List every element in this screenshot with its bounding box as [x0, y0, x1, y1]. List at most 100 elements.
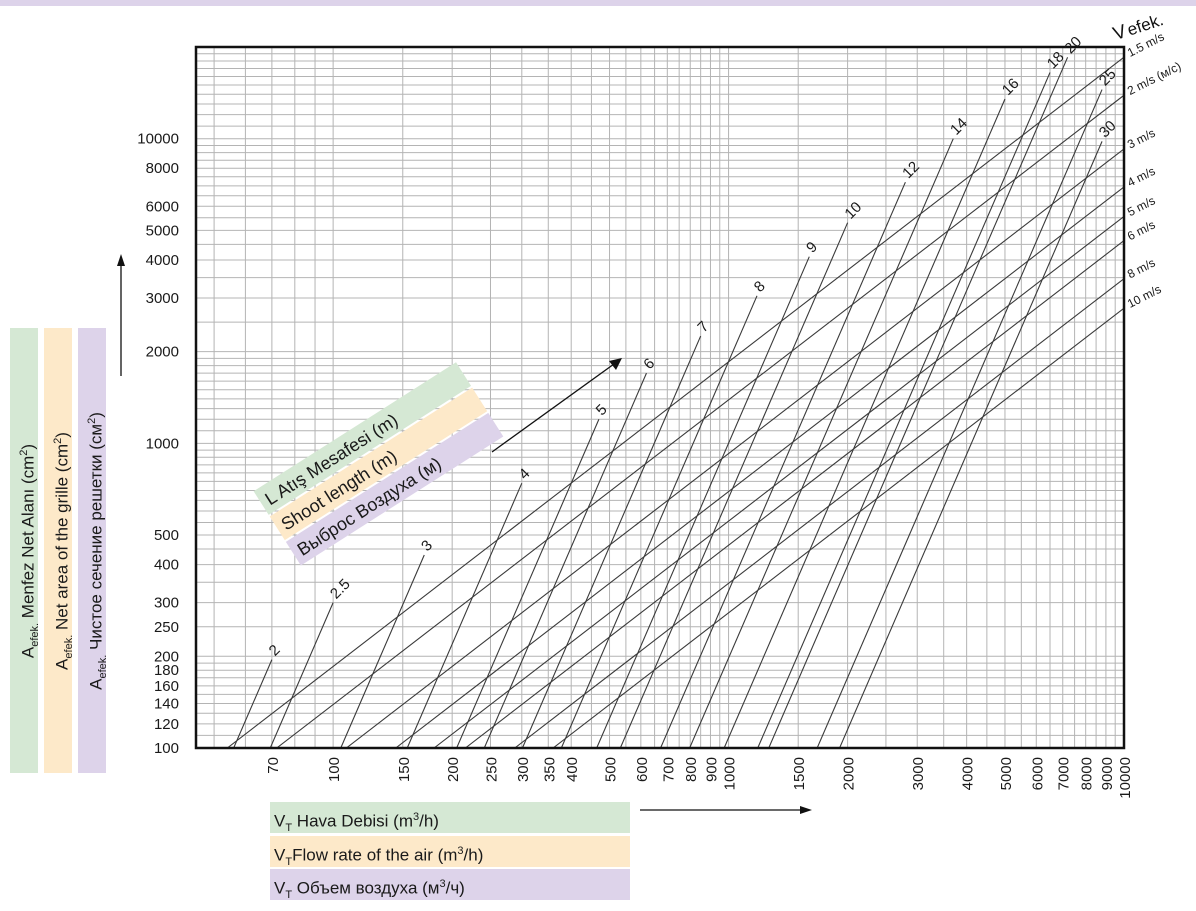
x-tick-label: 1000: [722, 757, 739, 790]
shoot-line: [839, 141, 1103, 748]
y-tick-label: 6000: [146, 198, 179, 215]
y-tick-label: 120: [154, 716, 179, 733]
x-tick-label: 2000: [841, 757, 858, 790]
velocity-label: 6 m/s: [1125, 217, 1158, 243]
x-tick-label: 9000: [1099, 757, 1116, 790]
x-axis-arrow: [640, 806, 812, 814]
shoot-line: [406, 482, 523, 748]
y-tick-label: 3000: [146, 290, 179, 307]
shoot-line-label: 8: [751, 278, 769, 296]
y-axis-arrow: [117, 254, 125, 376]
x-tick-label: 700: [660, 757, 677, 782]
y-tick-label: 100: [154, 740, 179, 757]
velocity-label: 5 m/s: [1125, 193, 1158, 219]
y-tick-label: 250: [154, 619, 179, 636]
shoot-band-purple: [285, 412, 504, 566]
x-tick-label: 250: [483, 757, 500, 782]
shoot-line-label: 4: [516, 465, 534, 483]
y-tick-label: 500: [154, 527, 179, 544]
y-label-en: Aefek. Net area of the grille (cm2): [44, 328, 75, 773]
y-tick-label: 1000: [146, 435, 179, 452]
tick-labels: 70 100 150 200 250 300 350 400 500 600 700 800 900 10…: [137, 131, 1134, 799]
shoot-line: [269, 602, 334, 748]
x-tick-label: 100: [326, 757, 343, 782]
y-tick-label: 10000: [137, 131, 179, 148]
shoot-line: [483, 372, 647, 748]
y-tick-label: 4000: [146, 252, 179, 269]
y-tick-label: 5000: [146, 222, 179, 239]
x-tick-label: 350: [541, 757, 558, 782]
velocity-line: [346, 148, 1124, 748]
shoot-line-label: 25: [1096, 66, 1120, 90]
shoot-line-label: 5: [593, 401, 611, 419]
shoot-line: [560, 295, 758, 748]
y-tick-label: 400: [154, 557, 179, 574]
velocity-line: [552, 307, 1124, 748]
shoot-line-label: 14: [947, 115, 971, 139]
x-tick-label: 4000: [960, 757, 977, 790]
y-tick-label: 180: [154, 662, 179, 679]
y-tick-label: 2000: [146, 344, 179, 361]
shoot-line: [521, 335, 702, 748]
shoot-line-label: 30: [1096, 117, 1120, 141]
x-tick-label: 200: [445, 757, 462, 782]
shoot-line: [768, 57, 1069, 748]
y-label-ru: Aefek. Чистое сечение решетки (cм2): [78, 328, 109, 773]
x-tick-label: 3000: [910, 757, 927, 790]
shoot-line: [689, 138, 954, 748]
y-tick-label: 200: [154, 648, 179, 665]
shoot-line: [757, 72, 1051, 748]
x-tick-label: 7000: [1056, 757, 1073, 790]
x-tick-label: 5000: [998, 757, 1015, 790]
x-tick-label: 70: [265, 757, 282, 774]
x-tick-label: 800: [683, 757, 700, 782]
shoot-line: [456, 419, 600, 748]
y-label-tr: Aefek. Menfez Net Alanı (cm2): [10, 328, 41, 773]
velocity-line: [276, 94, 1124, 748]
shoot-line: [619, 222, 849, 748]
shoot-line-label: 16: [999, 75, 1023, 99]
shoot-line: [233, 659, 273, 748]
shoot-line-label: 9: [803, 239, 821, 257]
grid-lines: [196, 47, 1125, 749]
velocity-label: 2 m/s (м/с): [1125, 59, 1183, 98]
data-lines: [226, 56, 1124, 748]
velocity-line: [226, 56, 1124, 748]
x-tick-label: 8000: [1079, 757, 1096, 790]
shoot-line: [596, 256, 810, 748]
top-band: [0, 0, 1196, 6]
velocity-line: [395, 186, 1124, 748]
shoot-line-label: 6: [640, 355, 658, 373]
y-tick-label: 160: [154, 678, 179, 695]
velocity-label: 3 m/s: [1125, 126, 1158, 152]
shoot-line: [816, 89, 1103, 748]
shoot-line: [660, 181, 906, 748]
x-tick-label: 10000: [1117, 757, 1134, 799]
velocity-line: [433, 215, 1124, 748]
x-label-tr: VT Hava Debisi (m3/h): [270, 802, 630, 834]
velocity-label: 8 m/s: [1125, 256, 1158, 282]
shoot-line-label: 10: [841, 199, 865, 223]
x-tick-label: 150: [396, 757, 413, 782]
x-tick-label: 600: [634, 757, 651, 782]
x-tick-label: 400: [564, 757, 581, 782]
velocity-line: [514, 277, 1124, 748]
shoot-arrow: [491, 358, 622, 453]
shoot-line: [340, 554, 425, 748]
shoot-line-label: 3: [418, 537, 436, 555]
y-tick-label: 8000: [146, 160, 179, 177]
shoot-band-green: [253, 362, 472, 515]
shoot-line: [723, 98, 1006, 748]
velocity-label: 10 m/s: [1125, 282, 1163, 311]
x-tick-label: 900: [703, 757, 720, 782]
x-tick-label: 1500: [791, 757, 808, 790]
x-tick-label: 500: [603, 757, 620, 782]
x-tick-label: 300: [515, 757, 532, 782]
shoot-band-orange: [269, 387, 488, 541]
shoot-line-label: 2.5: [327, 576, 354, 603]
shoot-line-label: 7: [694, 318, 712, 336]
shoot-line-label: 12: [899, 158, 923, 182]
velocity-label: 4 m/s: [1125, 164, 1158, 190]
x-label-en: VTFlow rate of the air (m3/h): [270, 836, 630, 868]
